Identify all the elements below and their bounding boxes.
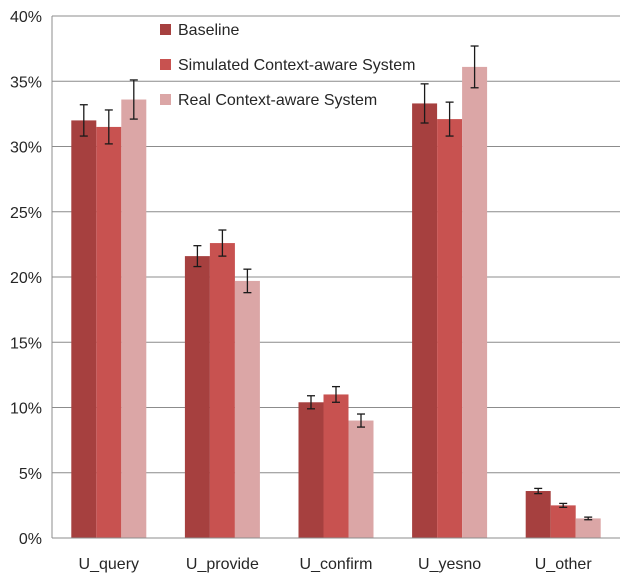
error-bar [332,385,340,403]
y-tick-label: 20% [10,270,42,287]
error-bar [193,245,202,268]
x-tick-label: U_yesno [418,556,481,573]
legend-entry: Real Context-aware System [160,92,377,109]
error-bar [307,395,315,410]
legend: Baseline Simulated Context-aware System Re… [160,22,415,109]
y-tick-label: 35% [10,74,42,91]
bar [96,126,122,539]
axes: 0% 5% 10% 15% 20% 25% 30% 35% 40% U_query U_provid… [10,9,620,573]
y-tick-label: 0% [19,531,42,548]
y-tick-label: 40% [10,9,42,26]
error-bar [79,104,88,137]
error-bar [584,516,593,521]
bar [71,120,97,539]
error-bar [420,83,429,124]
legend-label: Real Context-aware System [178,92,377,109]
bar [121,99,147,539]
legend-swatch [160,24,171,35]
legend-entry: Baseline [160,22,239,39]
bars [71,66,601,539]
y-tick-label: 5% [19,466,42,483]
legend-swatch [160,94,171,105]
y-tick-label: 15% [10,335,42,352]
bar [323,394,349,538]
error-bar [129,79,138,120]
legend-entry: Simulated Context-aware System [160,57,415,74]
bar [550,505,576,538]
x-tick-label: U_confirm [300,556,373,573]
x-tick-label: U_other [535,556,593,573]
x-tick-label: U_query [79,556,139,573]
x-tick-label: U_provide [186,556,259,573]
legend-label: Baseline [178,22,239,39]
error-bars [79,45,593,521]
bar [348,420,374,538]
bar [412,103,438,538]
bar [525,491,551,538]
error-bar [357,413,365,428]
error-bar [534,487,543,495]
legend-swatch [160,59,171,70]
bar [298,402,324,538]
error-bar [559,502,568,508]
y-tick-label: 30% [10,140,42,157]
bar [462,66,488,539]
error-bar [243,268,252,294]
bar [234,280,260,538]
bar [184,256,210,538]
bar [209,243,235,538]
y-tick-label: 10% [10,401,42,418]
y-tick-label: 25% [10,205,42,222]
error-bar [104,109,113,145]
bar [437,119,463,538]
bar [575,518,601,538]
legend-label: Simulated Context-aware System [178,57,415,74]
error-bar [218,229,227,257]
error-bar [445,101,454,137]
gridlines [52,15,620,474]
error-bar [470,45,479,89]
